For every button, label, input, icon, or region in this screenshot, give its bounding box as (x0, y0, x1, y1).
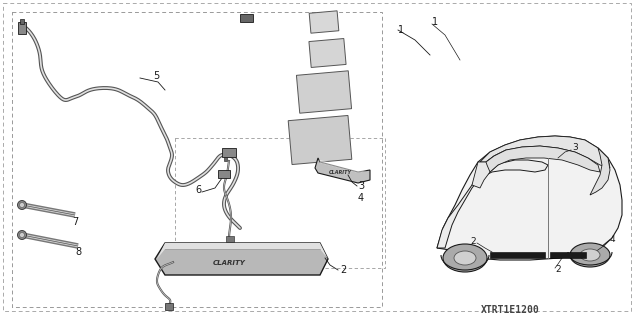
Polygon shape (319, 159, 367, 173)
Bar (490, 252, 545, 258)
Polygon shape (155, 243, 328, 275)
Polygon shape (437, 136, 622, 260)
Text: 1: 1 (398, 25, 404, 35)
Text: CLARITY: CLARITY (328, 169, 351, 174)
Ellipse shape (454, 251, 476, 265)
Bar (222, 148, 236, 157)
Text: XTRT1E1200: XTRT1E1200 (481, 305, 540, 315)
Ellipse shape (570, 243, 610, 267)
Polygon shape (486, 146, 600, 172)
Ellipse shape (580, 249, 600, 261)
Text: 6: 6 (195, 185, 201, 195)
Text: 2: 2 (470, 238, 476, 247)
Text: 1: 1 (432, 17, 438, 27)
Circle shape (19, 203, 24, 207)
Text: 2: 2 (555, 265, 561, 275)
Text: 8: 8 (75, 247, 81, 257)
Bar (226, 236, 234, 242)
Polygon shape (157, 243, 328, 259)
Text: 2: 2 (340, 265, 346, 275)
Bar (240, 14, 253, 22)
Bar (288, 115, 352, 165)
Circle shape (17, 201, 26, 210)
Text: 3: 3 (358, 181, 364, 191)
Bar (309, 39, 346, 68)
Bar (309, 11, 339, 33)
Bar (550, 252, 586, 258)
Bar (20, 19, 24, 24)
Text: 7: 7 (72, 217, 78, 227)
Polygon shape (315, 158, 370, 183)
Text: CLARITY: CLARITY (213, 260, 246, 266)
Text: 5: 5 (153, 71, 159, 81)
Polygon shape (480, 136, 610, 168)
Polygon shape (437, 160, 548, 248)
Polygon shape (590, 148, 610, 195)
Polygon shape (472, 150, 506, 188)
Text: 4: 4 (610, 235, 616, 244)
Circle shape (19, 233, 24, 238)
Bar (218, 170, 230, 178)
Text: 3: 3 (572, 144, 578, 152)
Circle shape (17, 231, 26, 240)
Ellipse shape (443, 244, 487, 272)
Bar (175, 138, 385, 268)
Bar (18, 22, 26, 34)
Bar (165, 303, 173, 310)
Bar (296, 71, 351, 113)
Bar (12, 12, 382, 307)
Bar (224, 157, 227, 161)
Text: 4: 4 (358, 193, 364, 203)
